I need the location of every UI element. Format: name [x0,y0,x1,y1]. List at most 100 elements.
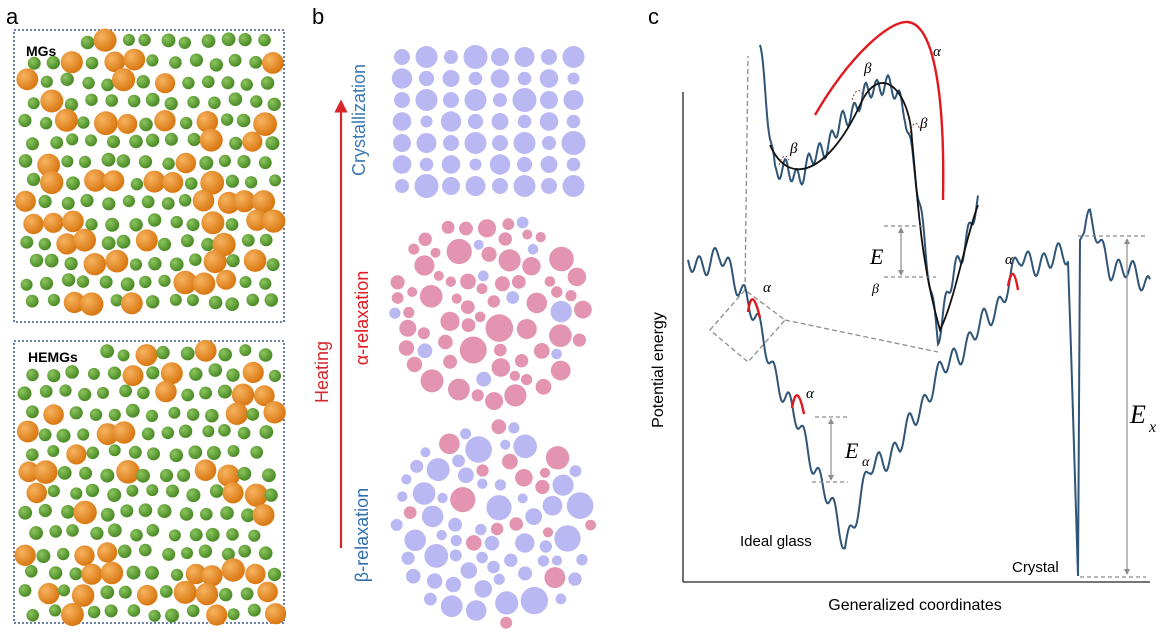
orange-atom [73,500,97,525]
green-atom [228,92,243,106]
pink-atom [406,356,423,373]
orange-atom [160,362,183,385]
panel-a-letter: a [6,4,19,29]
e-alpha-subscript: α [862,455,870,470]
lattice-atom [540,91,558,109]
lavender-atom [495,591,519,615]
green-atom [170,568,184,581]
green-atom [189,53,203,67]
lattice-atom [469,158,482,171]
lavender-atom [566,492,594,519]
green-atom [159,585,173,598]
green-atom [259,425,274,439]
green-atom [264,293,278,307]
pink-atom [418,232,432,246]
green-atom [161,33,176,48]
green-atom [186,408,200,421]
orange-atom [16,420,39,443]
lattice-atom [542,136,556,150]
green-atom [225,174,239,188]
lavender-atom [539,540,552,553]
ideal-glass-label: Ideal glass [740,533,812,550]
green-atom [50,136,64,150]
orange-atom [243,249,267,272]
green-atom [148,609,161,622]
orange-atom [74,545,95,566]
green-atom [229,136,243,150]
pink-atom [509,370,520,381]
lavender-atom [542,495,563,516]
green-atom [126,565,141,580]
green-atom [108,444,121,457]
green-atom [169,56,182,69]
pink-atom [494,343,507,357]
lattice-atom [465,176,486,196]
lattice-atom [517,114,532,129]
green-atom [129,218,143,232]
pink-atom [430,247,441,258]
green-atom [66,524,79,537]
lattice-atom [463,45,488,69]
lattice-atom [513,175,536,197]
pink-atom [476,283,488,295]
green-atom [268,369,281,382]
lattice-atom [566,114,581,129]
lattice-atom [567,72,580,85]
orange-atom [173,580,197,604]
lattice-atom [492,178,508,194]
pink-atom [446,238,472,265]
lattice-atom [440,111,462,132]
green-atom [240,78,253,91]
orange-atom [225,402,249,425]
pink-atom [514,354,529,368]
pink-atom [490,522,504,536]
pink-atom [460,300,475,314]
orange-atom [263,401,286,424]
lattice-atom [394,92,410,108]
green-atom [48,566,63,580]
orange-atom [201,565,223,587]
green-atom [86,446,100,460]
orange-atom [201,211,225,235]
orange-atom [175,152,197,174]
green-atom [221,76,235,90]
pink-atom [459,336,487,364]
lattice-atom [540,156,558,173]
green-atom [26,609,39,622]
orange-atom [38,582,60,605]
green-atom [26,172,41,186]
orange-atom [97,542,118,563]
green-atom [38,194,52,209]
orange-atom [40,170,64,195]
orange-atom [43,404,64,425]
lavender-atom [551,348,562,360]
lattice-atom [539,69,559,88]
lavender-atom [486,495,512,521]
pink-atom [399,319,417,337]
green-atom [169,293,182,306]
green-atom [178,36,191,49]
hemgs-atoms [14,339,287,626]
alpha-label-3: α [1005,252,1014,268]
pink-atom [502,218,515,231]
green-atom [170,215,183,229]
pink-atom [572,333,587,347]
beta-relaxation-label: β-relaxation [352,488,372,582]
pink-atom [403,306,415,319]
green-atom [116,234,131,249]
green-atom [141,427,155,441]
green-atom [264,488,278,502]
lavender-atom [537,555,550,567]
pink-atom [574,300,592,319]
green-atom [89,408,103,421]
orange-atom [155,380,177,403]
orange-atom [135,229,158,252]
pink-atom [438,334,453,350]
pink-atom [521,374,533,386]
green-atom [266,258,280,272]
green-atom [57,466,72,480]
green-atom [127,94,141,108]
green-atom [236,113,251,128]
green-atom [237,155,251,169]
green-atom [249,55,263,69]
